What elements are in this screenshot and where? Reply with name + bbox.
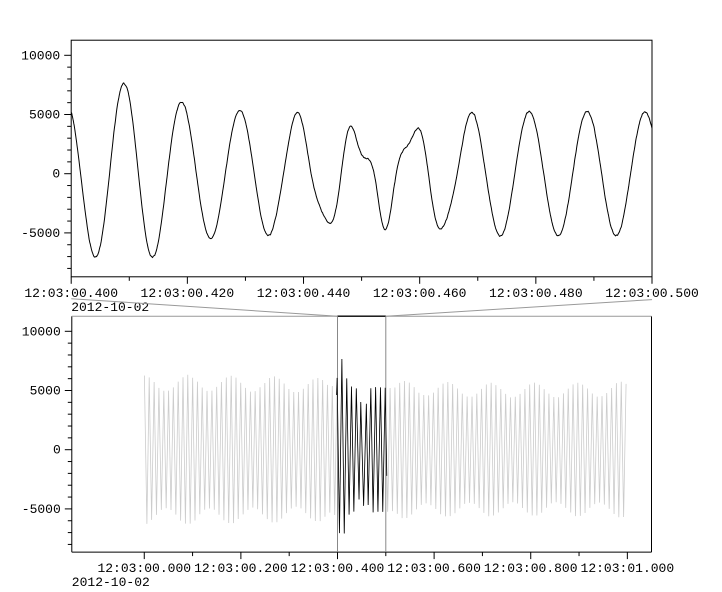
svg-text:12:03:00.480: 12:03:00.480 — [489, 286, 583, 301]
svg-text:12:03:00.420: 12:03:00.420 — [141, 286, 235, 301]
svg-text:12:03:00.600: 12:03:00.600 — [387, 561, 481, 576]
svg-text:12:03:00.400: 12:03:00.400 — [291, 561, 385, 576]
svg-text:-5000: -5000 — [21, 226, 60, 241]
svg-text:12:03:01.000: 12:03:01.000 — [581, 561, 675, 576]
svg-text:2012-10-02: 2012-10-02 — [71, 300, 149, 315]
svg-text:12:03:00.200: 12:03:00.200 — [194, 561, 288, 576]
svg-text:5000: 5000 — [29, 108, 60, 123]
svg-text:12:03:00.460: 12:03:00.460 — [373, 286, 467, 301]
svg-text:10000: 10000 — [21, 48, 60, 63]
svg-text:0: 0 — [52, 167, 60, 182]
svg-text:5000: 5000 — [30, 384, 61, 399]
svg-text:10000: 10000 — [22, 324, 61, 339]
svg-text:0: 0 — [53, 443, 61, 458]
svg-text:-5000: -5000 — [22, 502, 61, 517]
svg-text:12:03:00.800: 12:03:00.800 — [484, 561, 578, 576]
svg-text:12:03:00.500: 12:03:00.500 — [605, 286, 699, 301]
svg-text:12:03:00.400: 12:03:00.400 — [24, 286, 118, 301]
svg-text:12:03:00.440: 12:03:00.440 — [257, 286, 351, 301]
svg-text:2012-10-02: 2012-10-02 — [72, 575, 150, 590]
svg-text:12:03:00.000: 12:03:00.000 — [97, 561, 191, 576]
